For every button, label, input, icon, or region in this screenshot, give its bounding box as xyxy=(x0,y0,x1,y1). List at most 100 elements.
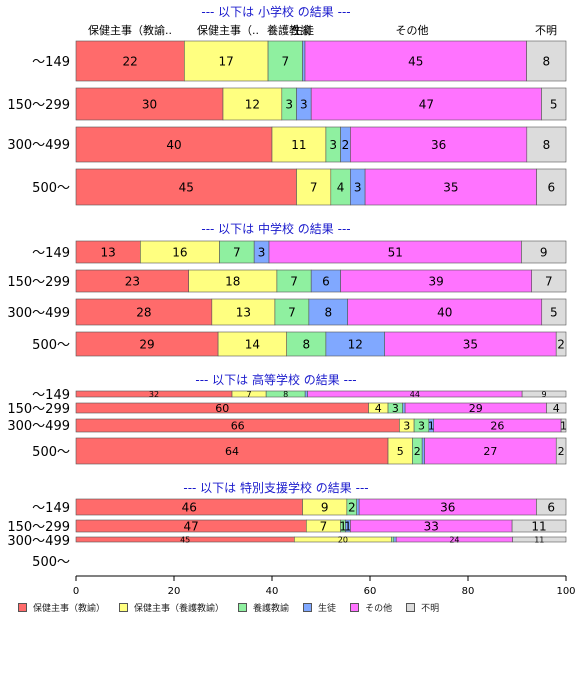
bar-label-3-0-1: 9 xyxy=(321,501,329,515)
bar-label-0-0-1: 17 xyxy=(219,55,234,69)
legend-item-other: その他 xyxy=(350,601,392,614)
category-label-0-2: 300～499 xyxy=(7,138,70,153)
bar-label-3-0-2: 2 xyxy=(348,501,356,515)
bar-segment-1-1-5 xyxy=(531,269,567,293)
category-label-3-1: 150～299 xyxy=(7,520,70,535)
bar-label-3-1-4: 33 xyxy=(424,520,439,534)
legend-label-nurse-teacher-head: 保健主事（養護教諭） xyxy=(134,604,225,614)
bar-segment-2-2-5 xyxy=(560,418,567,433)
bar-label-0-1-2: 3 xyxy=(285,98,293,112)
bar-segment-3-0-3 xyxy=(356,498,360,516)
bar-label-1-3-5: 2 xyxy=(557,338,565,352)
bar-label-1-0-4: 51 xyxy=(388,246,403,260)
bar-label-0-1-0: 30 xyxy=(142,98,157,112)
bar-segment-3-2-5 xyxy=(512,536,567,543)
legend-item-nurse-teacher-head: 保健主事（養護教諭） xyxy=(119,601,224,614)
bar-label-3-2-4: 24 xyxy=(449,536,459,545)
legend-swatch-nurse-teacher-head xyxy=(119,603,129,612)
x-tick-label-0: 0 xyxy=(73,586,79,597)
bar-label-3-0-5: 6 xyxy=(547,501,555,515)
bar-label-0-2-3: 2 xyxy=(342,138,350,152)
column-header-4: その他 xyxy=(396,24,429,37)
bar-segment-0-3-4 xyxy=(364,168,537,206)
bar-segment-0-0-3 xyxy=(302,40,306,82)
bar-label-2-2-0: 66 xyxy=(231,420,245,433)
bar-segment-3-2-2 xyxy=(391,536,395,543)
panel-title-3: --- 以下は 特別支援学校 の結果 --- xyxy=(183,480,368,495)
bar-label-1-3-1: 14 xyxy=(245,338,260,352)
bar-label-1-1-0: 23 xyxy=(125,275,140,289)
panel-title-2: --- 以下は 高等学校 の結果 --- xyxy=(195,372,356,387)
bar-label-0-1-3: 3 xyxy=(300,98,308,112)
bar-segment-0-0-5 xyxy=(526,40,567,82)
column-header-1: 保健主事（.. xyxy=(197,23,259,37)
category-label-2-2: 300～499 xyxy=(7,419,70,434)
x-tick-label-1: 20 xyxy=(168,586,181,597)
bar-label-1-0-0: 13 xyxy=(101,246,116,260)
bar-segment-1-3-2 xyxy=(286,331,327,357)
bar-segment-1-2-3 xyxy=(308,298,348,326)
category-label-3-2: 300～499 xyxy=(7,534,70,549)
category-label-2-3: 500～ xyxy=(32,445,70,460)
bar-label-2-1-4: 29 xyxy=(469,402,483,415)
legend-swatch-student xyxy=(303,603,313,612)
legend-swatch-nurse-teacher xyxy=(238,603,248,612)
bar-label-0-0-0: 22 xyxy=(123,55,138,69)
bar-label-3-1-0: 47 xyxy=(184,520,199,534)
bar-label-2-3-2: 2 xyxy=(414,445,421,458)
x-tick-label-5: 100 xyxy=(556,586,575,597)
bar-label-2-2-4: 26 xyxy=(490,420,504,433)
bar-label-2-2-3: 1 xyxy=(428,420,435,433)
bar-label-1-3-2: 8 xyxy=(302,338,310,352)
bar-label-0-0-2: 7 xyxy=(281,55,289,69)
bar-segment-0-1-5 xyxy=(541,87,567,121)
bar-segment-3-1-5 xyxy=(511,519,567,533)
bar-label-2-3-4: 27 xyxy=(483,445,497,458)
category-label-1-1: 150～299 xyxy=(7,275,70,290)
bar-segment-2-0-5 xyxy=(521,390,567,398)
bar-label-0-3-0: 45 xyxy=(179,181,194,195)
bar-label-2-0-4: 44 xyxy=(410,390,420,399)
bar-segment-1-0-5 xyxy=(521,240,567,264)
bar-label-0-3-4: 35 xyxy=(443,181,458,195)
bar-segment-1-3-4 xyxy=(384,331,557,357)
bar-label-1-2-3: 8 xyxy=(324,306,332,320)
bar-segment-0-1-0 xyxy=(75,87,224,121)
bar-label-1-1-4: 39 xyxy=(429,275,444,289)
bar-label-0-1-4: 47 xyxy=(419,98,434,112)
category-label-0-0: ～149 xyxy=(32,55,70,70)
bar-label-1-2-2: 7 xyxy=(288,306,296,320)
bar-segment-0-0-4 xyxy=(304,40,527,82)
bar-label-3-0-4: 36 xyxy=(440,501,455,515)
bar-label-3-2-1: 20 xyxy=(338,536,348,545)
x-tick-label-3: 60 xyxy=(364,586,377,597)
x-tick-label-4: 80 xyxy=(462,586,475,597)
bar-label-3-2-0: 45 xyxy=(180,536,190,545)
bar-label-2-1-2: 3 xyxy=(392,402,399,415)
bar-segment-1-3-0 xyxy=(75,331,219,357)
bar-label-1-2-4: 40 xyxy=(437,306,452,320)
bar-segment-0-1-4 xyxy=(310,87,542,121)
legend-item-nurse-teacher: 養護教諭 xyxy=(238,601,289,614)
bar-label-2-2-2: 3 xyxy=(418,420,425,433)
category-label-1-3: 500～ xyxy=(32,338,70,353)
legend-item-unknown: 不明 xyxy=(406,601,439,614)
category-label-2-0: ～149 xyxy=(32,388,70,403)
bar-label-1-1-1: 18 xyxy=(225,275,240,289)
bar-label-2-0-1: 7 xyxy=(247,390,252,399)
category-label-0-3: 500～ xyxy=(32,181,70,196)
bar-label-0-0-4: 45 xyxy=(408,55,423,69)
bar-label-3-1-1: 7 xyxy=(320,520,328,534)
bar-segment-1-2-2 xyxy=(274,298,310,326)
column-header-0: 保健主事（教諭.. xyxy=(88,23,172,37)
legend-label-nurse-teacher: 養護教諭 xyxy=(253,604,290,614)
bar-segment-2-3-1 xyxy=(387,437,413,465)
panel-title-0: --- 以下は 小学校 の結果 --- xyxy=(201,4,350,19)
legend-label-student: 生徒 xyxy=(318,604,337,614)
bar-segment-3-0-5 xyxy=(536,498,567,516)
category-label-2-1: 150～299 xyxy=(7,402,70,417)
bar-label-1-2-0: 28 xyxy=(136,306,151,320)
bar-segment-0-3-5 xyxy=(536,168,567,206)
legend-label-other: その他 xyxy=(365,604,393,614)
